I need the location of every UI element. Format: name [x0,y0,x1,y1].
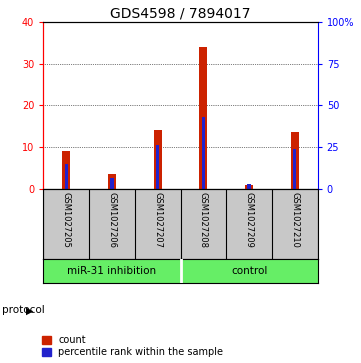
Bar [153,130,162,189]
Bar [62,151,70,189]
Bar [65,164,68,189]
Bar [245,184,253,189]
Text: GSM1027207: GSM1027207 [153,192,162,248]
Text: GSM1027205: GSM1027205 [62,192,71,248]
Text: control: control [231,266,267,276]
Text: protocol: protocol [2,305,44,315]
Legend: count, percentile rank within the sample: count, percentile rank within the sample [41,334,225,358]
Text: GSM1027206: GSM1027206 [108,192,116,248]
Bar [248,184,251,189]
Text: GSM1027209: GSM1027209 [245,192,253,248]
Text: GSM1027208: GSM1027208 [199,192,208,248]
Bar [202,117,205,189]
Bar [199,47,208,189]
Bar [108,174,116,189]
Text: miR-31 inhibition: miR-31 inhibition [68,266,156,276]
Bar [291,132,299,189]
Bar [110,178,113,189]
Text: ▶: ▶ [26,305,34,315]
Bar [293,148,296,189]
Title: GDS4598 / 7894017: GDS4598 / 7894017 [110,7,251,21]
Bar [156,145,159,189]
Text: GSM1027210: GSM1027210 [290,192,299,248]
